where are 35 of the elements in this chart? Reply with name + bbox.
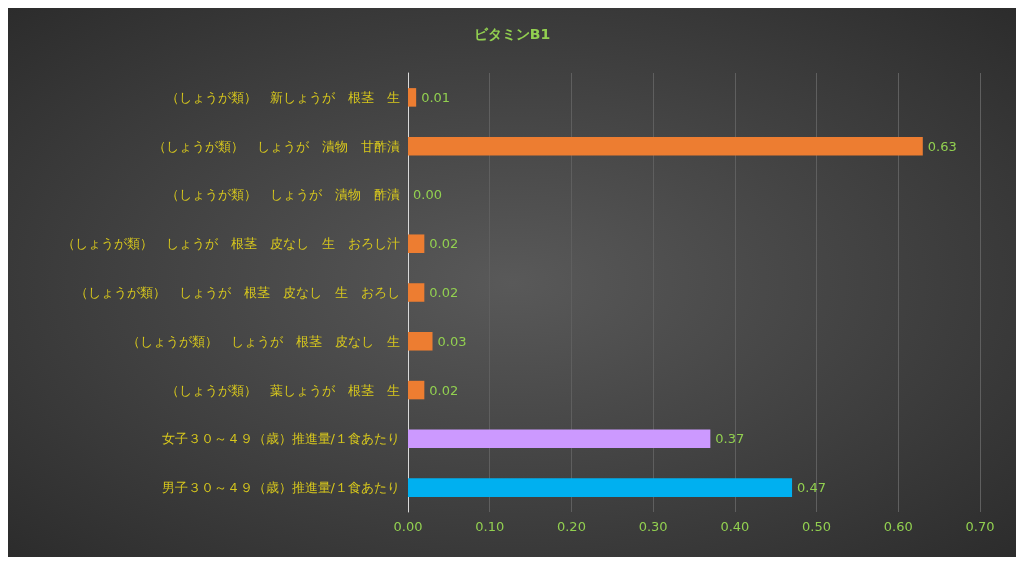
x-tick-label: 0.00 xyxy=(393,519,423,534)
y-tick-label: （しょうが類） しょうが 根茎 皮なし 生 おろし xyxy=(75,285,400,300)
x-tick-label: 0.60 xyxy=(883,519,913,534)
bar xyxy=(408,478,793,497)
y-tick-label: 男子３０～４９（歳）推進量/１食あたり xyxy=(161,480,400,496)
y-tick-label: （しょうが類） しょうが 漬物 甘酢漬 xyxy=(153,138,400,154)
x-tick-label: 0.10 xyxy=(475,519,505,534)
data-label: 0.63 xyxy=(927,138,957,154)
x-tick-label: 0.70 xyxy=(965,519,995,534)
y-tick-label: （しょうが類） しょうが 根茎 皮なし 生 xyxy=(127,333,400,349)
data-label: 0.02 xyxy=(429,285,459,300)
bar xyxy=(408,136,923,156)
y-tick-label: （しょうが類） 新しょうが 根茎 生 xyxy=(166,89,400,105)
data-label: 0.47 xyxy=(797,480,827,496)
bar xyxy=(408,283,425,302)
y-tick-label: 女子３０～４９（歳）推進量/１食あたり xyxy=(161,431,400,447)
x-tick-label: 0.50 xyxy=(802,519,832,534)
bar xyxy=(408,88,417,107)
data-label: 0.02 xyxy=(429,236,459,252)
y-tick-label: （しょうが類） しょうが 漬物 酢漬 xyxy=(166,187,400,203)
y-tick-label: （しょうが類） 葉しょうが 根茎 生 xyxy=(166,382,400,398)
x-tick-label: 0.30 xyxy=(638,519,668,534)
data-label: 0.37 xyxy=(715,431,745,447)
bar xyxy=(408,234,425,253)
bar xyxy=(408,332,433,351)
bar xyxy=(408,429,711,449)
data-label: 0.00 xyxy=(413,187,442,203)
data-label: 0.03 xyxy=(437,333,467,349)
y-tick-label: （しょうが類） しょうが 根茎 皮なし 生 おろし汁 xyxy=(62,236,400,252)
x-tick-label: 0.20 xyxy=(556,519,586,534)
chart-title: ビタミンB1 xyxy=(473,26,551,42)
data-label: 0.02 xyxy=(429,382,459,398)
x-tick-label: 0.40 xyxy=(720,519,750,534)
bar xyxy=(408,380,425,400)
data-label: 0.01 xyxy=(421,89,451,105)
